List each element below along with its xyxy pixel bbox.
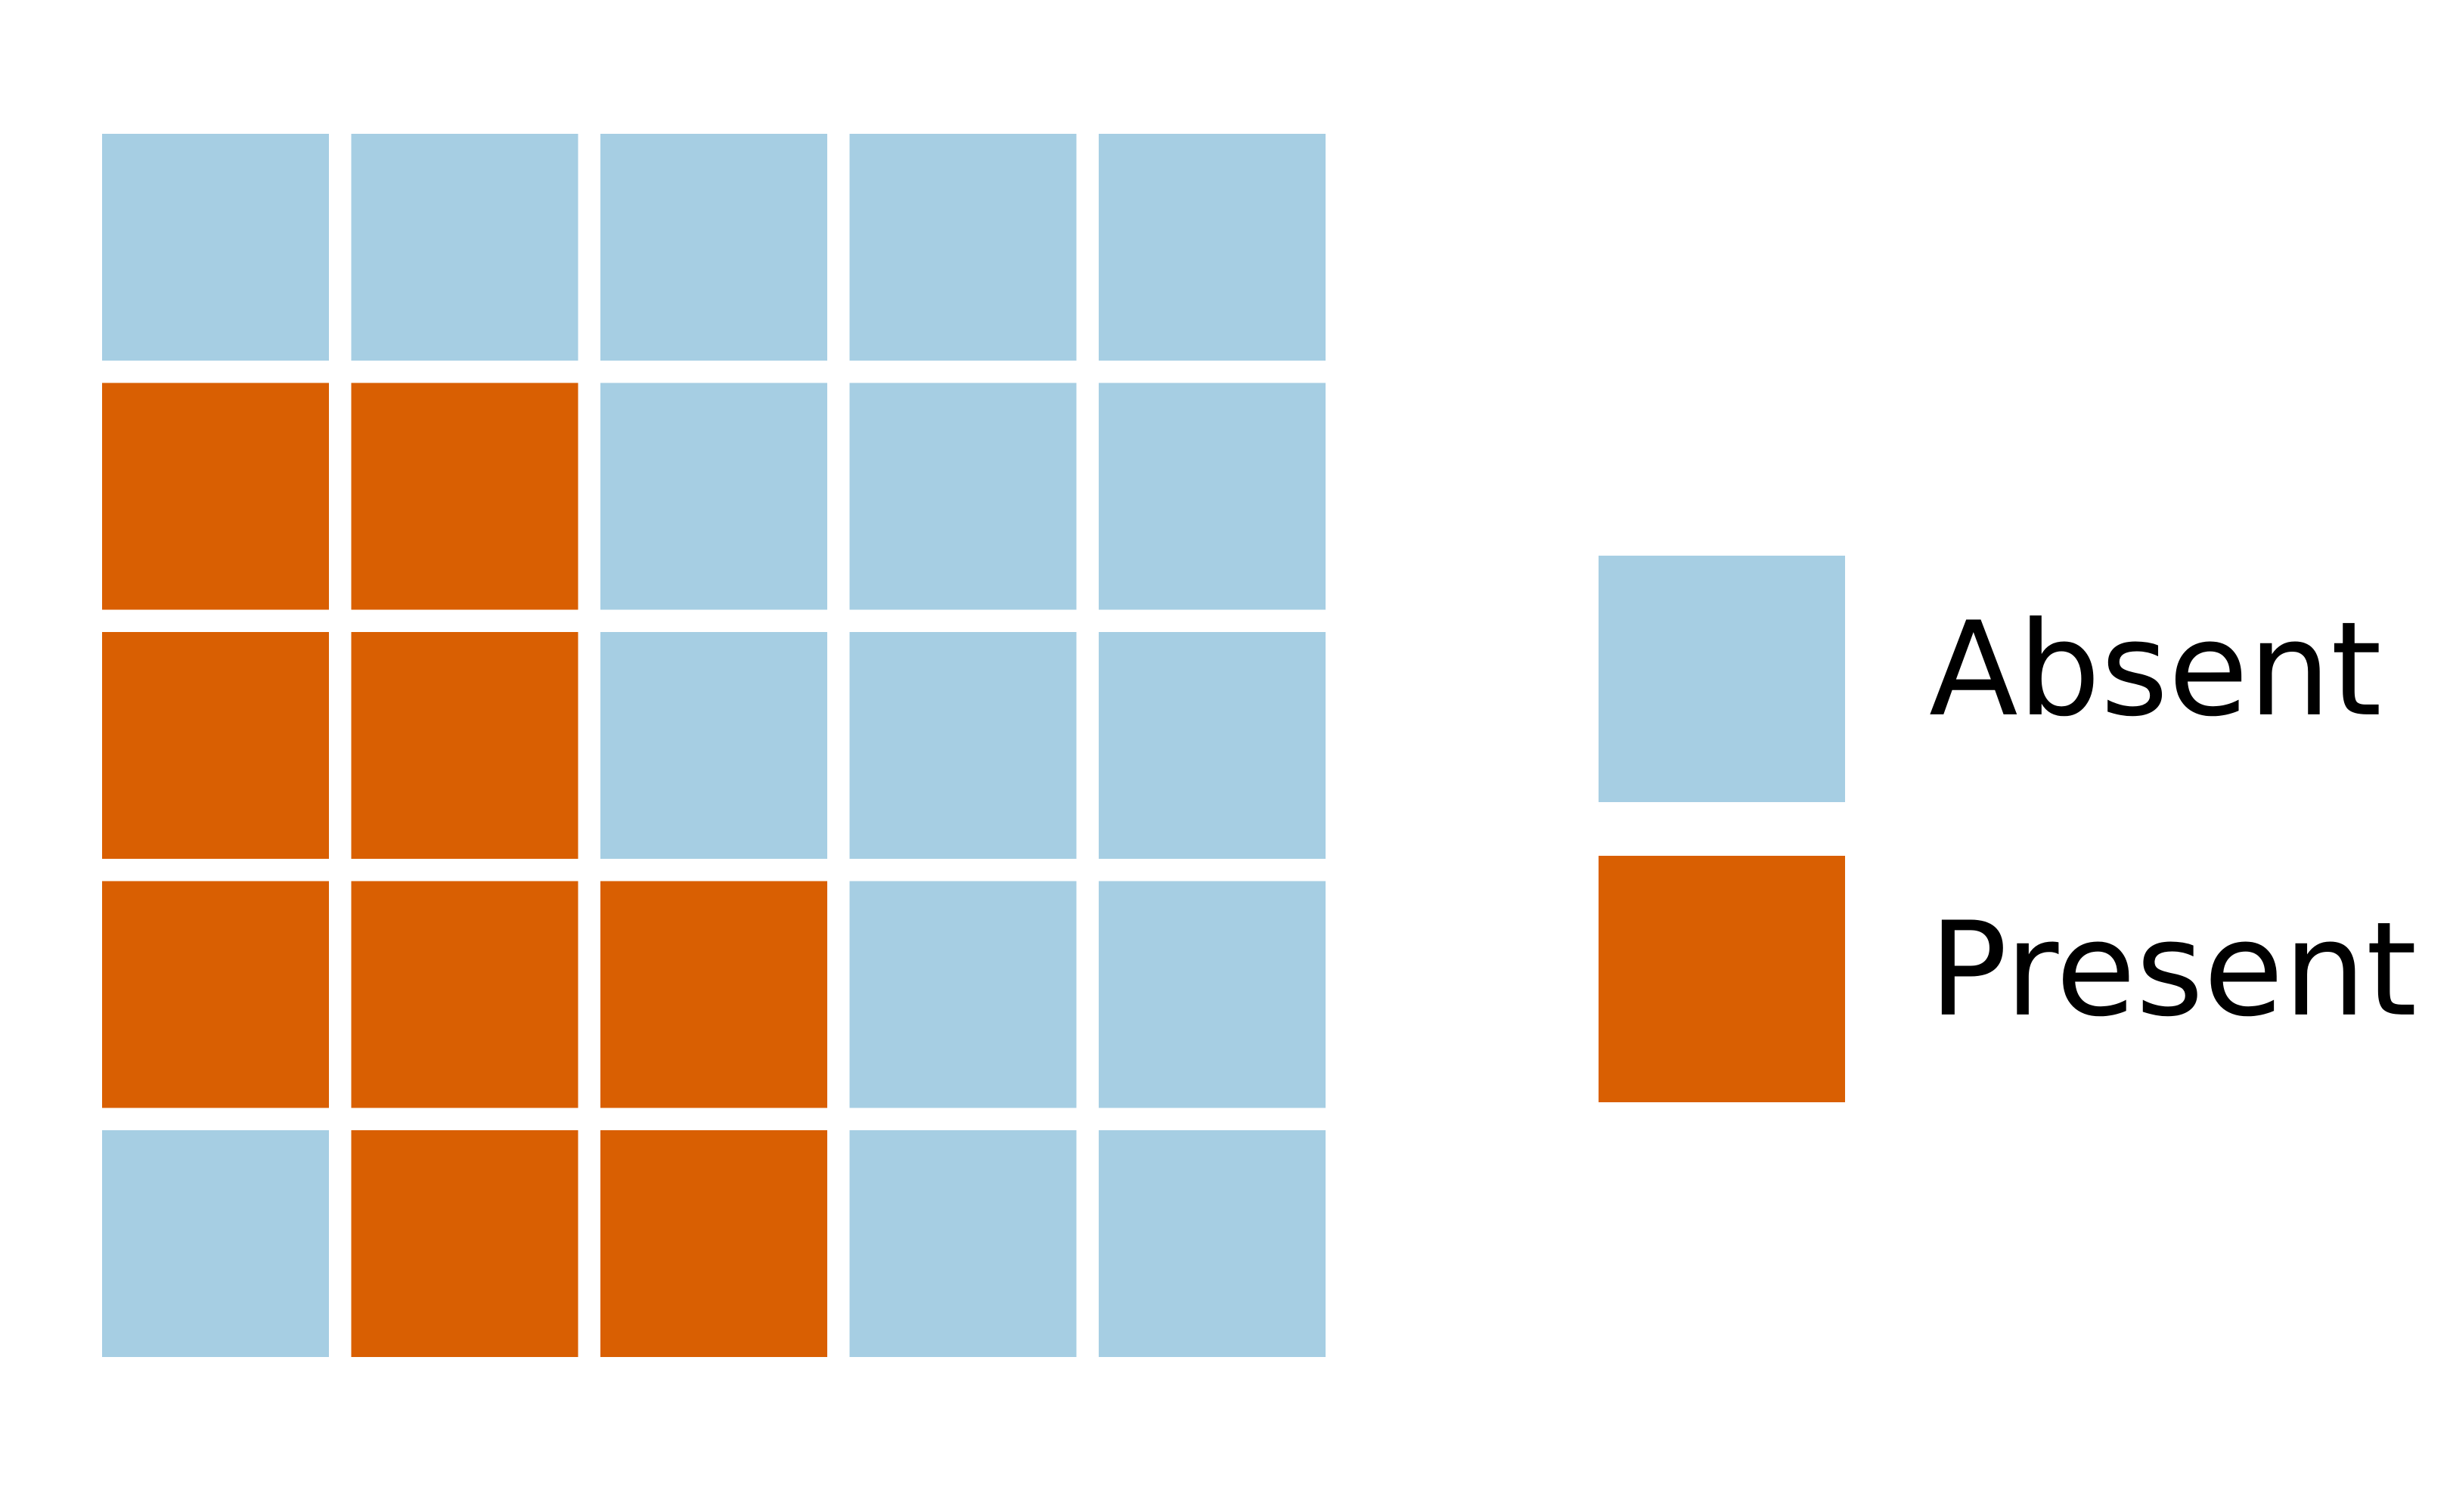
cell	[600, 383, 827, 610]
cell	[351, 632, 578, 859]
cell	[102, 881, 329, 1108]
legend-swatch	[1599, 856, 1845, 1102]
cell	[351, 1130, 578, 1357]
cell	[849, 134, 1077, 361]
cell	[1099, 134, 1326, 361]
cell	[102, 632, 329, 859]
cell	[102, 134, 329, 361]
cell	[600, 632, 827, 859]
cell	[849, 632, 1077, 859]
cell	[351, 881, 578, 1108]
legend-swatch	[1599, 556, 1845, 802]
cell	[102, 383, 329, 610]
cell	[849, 383, 1077, 610]
cell	[600, 881, 827, 1108]
legend-label: Present	[1929, 894, 2417, 1046]
cell	[600, 134, 827, 361]
cell	[1099, 383, 1326, 610]
cell	[600, 1130, 827, 1357]
cell	[102, 1130, 329, 1357]
legend-label: Absent	[1929, 593, 2382, 745]
cell	[849, 881, 1077, 1108]
cell	[351, 383, 578, 610]
cell	[849, 1130, 1077, 1357]
cell	[1099, 632, 1326, 859]
cell	[1099, 1130, 1326, 1357]
cell	[1099, 881, 1326, 1108]
cell	[351, 134, 578, 361]
